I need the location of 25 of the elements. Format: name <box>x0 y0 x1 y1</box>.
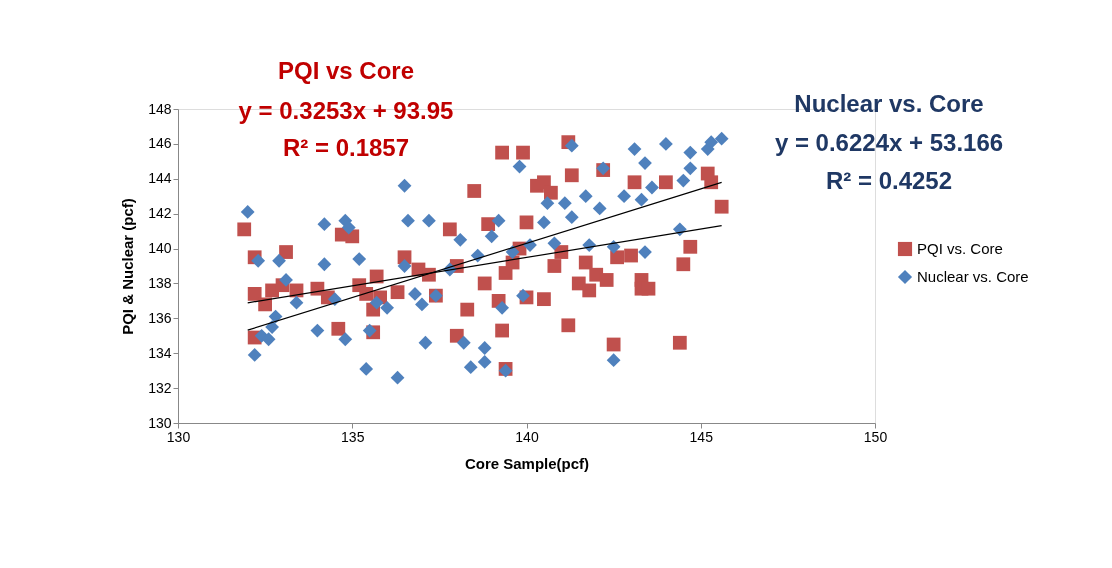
annotation: Nuclear vs. Core <box>794 90 984 117</box>
x-tick-label: 140 <box>515 428 539 445</box>
legend-label: Nuclear vs. Core <box>917 268 1029 285</box>
y-axis-title: PQI & Nuclear (pcf) <box>119 198 137 335</box>
text: PQI vs Core <box>277 57 415 84</box>
y-tick-label: 142 <box>148 205 172 222</box>
y-tick-label: 130 <box>148 414 172 431</box>
x-tick-label: 145 <box>689 428 714 445</box>
y-tick-label: 148 <box>148 100 172 117</box>
annotation: y = 0.3253x + 93.95 <box>238 97 454 124</box>
y-tick-label: 132 <box>148 379 172 396</box>
annotation: R² = 0.4252 <box>825 167 953 194</box>
y-tick-label: 136 <box>148 309 172 326</box>
x-axis-title: Core Sample(pcf) <box>464 454 590 472</box>
y-tick-label: 146 <box>148 135 172 152</box>
x-tick-label: 130 <box>166 428 191 445</box>
y-tick-label: 138 <box>148 274 172 291</box>
y-tick-label: 140 <box>148 240 172 257</box>
y-tick-label: 134 <box>148 344 172 361</box>
annotation: R² = 0.1857 <box>282 134 410 161</box>
x-tick-label: 150 <box>863 428 888 445</box>
annotation: y = 0.6224x + 53.166 <box>774 129 1004 156</box>
y-tick-label: 144 <box>148 170 172 187</box>
legend-label: PQI vs. Core <box>917 240 1003 257</box>
x-tick-label: 135 <box>341 428 365 445</box>
